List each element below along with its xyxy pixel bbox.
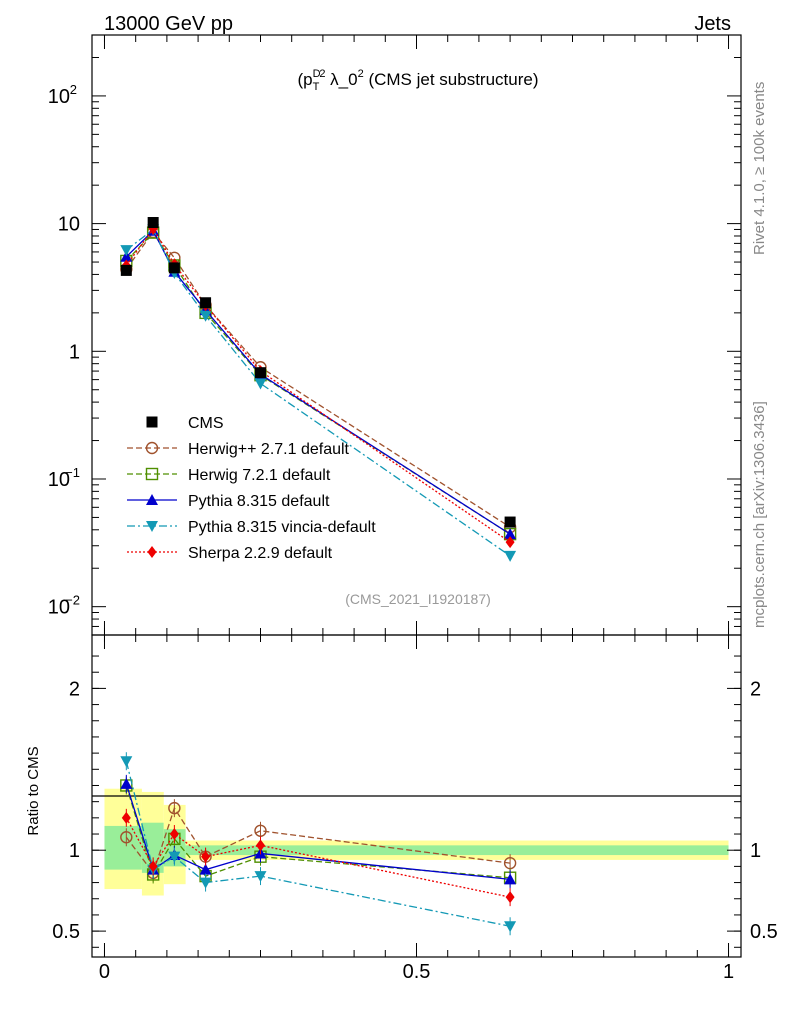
main-series-layer — [120, 217, 517, 562]
legend-marker — [146, 494, 158, 505]
main-point-series-3 — [254, 378, 267, 390]
ratio-point-series-3 — [168, 851, 181, 863]
ratio-line-series-4 — [125, 817, 511, 898]
process-label: Jets — [694, 13, 731, 35]
ratio-point-series-0 — [120, 831, 133, 844]
legend-label: CMS — [188, 415, 224, 432]
legend-label: Herwig++ 2.7.1 default — [188, 441, 350, 458]
cms-data-point — [147, 217, 159, 229]
main-point-series-4 — [505, 536, 515, 549]
ratio-ytick-label: 1 — [69, 840, 80, 862]
main-ytick-label-exponent: −1 — [65, 465, 80, 480]
xtick-label: 0 — [99, 961, 110, 983]
ratio-band-green-3 — [185, 845, 729, 856]
ratio-line-series-3 — [125, 761, 511, 927]
legend-marker — [147, 546, 157, 558]
ratio-line-series-1 — [125, 785, 511, 879]
ratio-ylabel: Ratio to CMS — [25, 746, 42, 835]
main-ytick-label: 10 — [58, 214, 80, 236]
ratio-point-series-2 — [120, 777, 133, 789]
legend-label: Herwig 7.2.1 default — [188, 467, 331, 484]
main-point-series-2 — [120, 250, 133, 262]
legend-label: Sherpa 2.2.9 default — [188, 545, 333, 562]
legend-label: Pythia 8.315 vincia-default — [188, 519, 376, 536]
ratio-point-series-0 — [254, 824, 267, 837]
ratio-ytick-label: 2 — [69, 678, 80, 700]
ratio-uncertainty-bands — [104, 788, 729, 896]
legend-label: Pythia 8.315 default — [188, 493, 330, 510]
ratio-point-series-3 — [254, 871, 267, 883]
ratio-point-series-4 — [121, 811, 131, 824]
cms-data-point — [168, 262, 180, 274]
ratio-point-series-3 — [504, 921, 517, 933]
main-line-series-3 — [125, 228, 511, 557]
legend-marker — [145, 467, 159, 481]
xtick-label: 0.5 — [403, 961, 431, 983]
legend-marker — [146, 521, 158, 532]
main-point-series-3 — [199, 310, 212, 322]
ratio-series-layer — [120, 752, 517, 936]
ratio-point-series-0 — [503, 856, 517, 870]
ratio-point-series-0 — [168, 801, 181, 815]
main-ytick-label: 10 — [48, 597, 70, 619]
ratio-point-series-4 — [169, 828, 179, 841]
xtick-label: 1 — [723, 961, 734, 983]
plot-title: (pD T2 λ_02 (CMS jet substructure) — [298, 68, 539, 93]
main-point-series-3 — [504, 550, 517, 562]
ratio-point-series-3 — [120, 756, 133, 768]
ratio-point-series-4 — [148, 860, 158, 873]
cms-data-point — [254, 367, 266, 379]
cms-data-point — [504, 516, 516, 528]
ratio-line-series-2 — [125, 783, 511, 880]
legend: CMS Herwig++ 2.7.1 default Herwig 7.2.1 de… — [127, 415, 376, 562]
cms-data-point — [200, 297, 212, 309]
legend-marker — [145, 441, 159, 455]
main-ytick-label: 10 — [48, 86, 70, 108]
main-ytick-label-exponent: −2 — [65, 593, 80, 608]
ratio-frame — [91, 634, 742, 958]
ratio-ytick-label-right: 1 — [750, 840, 761, 862]
analysis-id: (CMS_2021_I1920187) — [345, 591, 491, 607]
main-ytick-label: 10 — [48, 469, 70, 491]
energy-label: 13000 GeV pp — [104, 13, 233, 35]
ratio-ytick-label-right: 2 — [750, 678, 761, 700]
main-line-series-1 — [125, 231, 511, 535]
main-point-series-3 — [120, 245, 133, 257]
main-line-series-4 — [125, 227, 511, 543]
rivet-version: Rivet 4.1.0, ≥ 100k events — [751, 82, 768, 255]
ratio-band-green-1 — [141, 822, 164, 873]
ratio-point-series-4 — [505, 891, 515, 904]
mcplots-credit: mcplots.cern.ch [arXiv:1306.3436] — [751, 401, 768, 628]
ratio-point-series-2 — [504, 873, 517, 885]
ratio-point-series-4 — [201, 850, 211, 863]
ratio-ytick-label: 0.5 — [52, 921, 80, 943]
main-ytick-label-exponent: 2 — [70, 82, 77, 97]
main-ytick-label: 1 — [69, 341, 80, 363]
ratio-point-series-3 — [199, 877, 212, 889]
cms-data-point — [120, 264, 132, 276]
legend-marker — [146, 416, 158, 428]
ratio-point-series-2 — [199, 863, 212, 875]
ratio-ytick-label-right: 0.5 — [750, 921, 778, 943]
main-point-series-2 — [504, 528, 517, 540]
ratio-point-series-4 — [255, 839, 265, 852]
